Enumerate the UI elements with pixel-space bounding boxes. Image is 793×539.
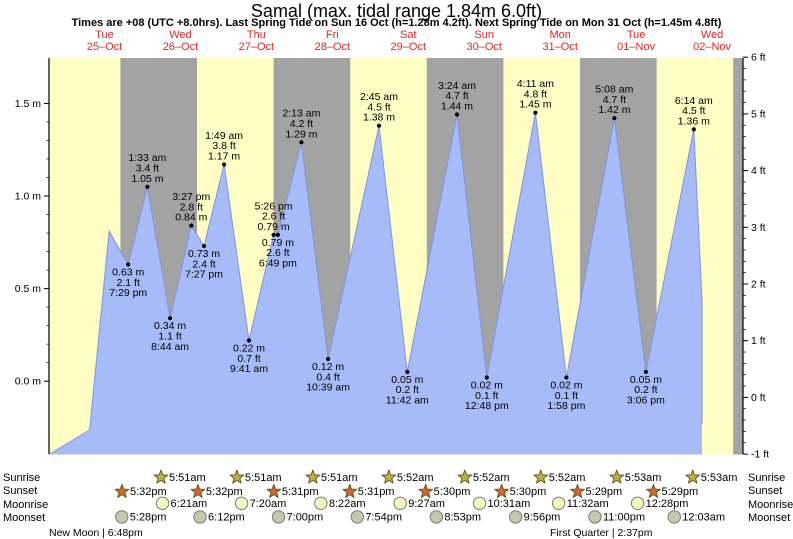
svg-text:1.17 m: 1.17 m: [208, 151, 240, 163]
svg-text:5:52am: 5:52am: [549, 472, 586, 484]
svg-text:1.44 m: 1.44 m: [441, 101, 473, 113]
svg-text:5:52am: 5:52am: [473, 472, 510, 484]
svg-text:5:51am: 5:51am: [245, 472, 282, 484]
svg-text:5:51am: 5:51am: [321, 472, 358, 484]
svg-text:5:51am: 5:51am: [169, 472, 206, 484]
svg-text:1.29 m: 1.29 m: [285, 128, 317, 140]
svg-text:8:22am: 8:22am: [329, 498, 366, 510]
svg-text:1 ft: 1 ft: [751, 335, 766, 347]
svg-text:7:20am: 7:20am: [250, 498, 287, 510]
svg-text:7:27 pm: 7:27 pm: [185, 269, 223, 281]
svg-text:11:32am: 11:32am: [567, 498, 609, 510]
svg-text:5:30pm: 5:30pm: [434, 486, 471, 498]
svg-text:6:12pm: 6:12pm: [208, 511, 245, 523]
svg-text:6:21am: 6:21am: [171, 498, 208, 510]
svg-text:4 ft: 4 ft: [751, 165, 766, 177]
svg-text:11:00pm: 11:00pm: [603, 511, 645, 523]
svg-text:5:32pm: 5:32pm: [130, 486, 167, 498]
svg-text:9:27am: 9:27am: [408, 498, 445, 510]
svg-text:12:03am: 12:03am: [682, 511, 725, 523]
svg-text:1.42 m: 1.42 m: [598, 104, 630, 116]
svg-text:1.45 m: 1.45 m: [519, 99, 551, 111]
svg-text:3:06 pm: 3:06 pm: [627, 395, 665, 407]
svg-text:5:32pm: 5:32pm: [206, 486, 243, 498]
svg-text:1.5 m: 1.5 m: [15, 98, 42, 110]
svg-text:0.5 m: 0.5 m: [15, 283, 42, 295]
svg-text:-1 ft: -1 ft: [751, 449, 769, 461]
svg-text:5:31pm: 5:31pm: [358, 486, 395, 498]
svg-text:5:28pm: 5:28pm: [130, 511, 167, 523]
svg-text:10:39 am: 10:39 am: [306, 382, 350, 394]
svg-text:6 ft: 6 ft: [751, 52, 766, 64]
svg-text:8:44 am: 8:44 am: [151, 341, 189, 353]
svg-text:0.79 m: 0.79 m: [258, 221, 290, 233]
svg-text:11:42 am: 11:42 am: [386, 395, 429, 407]
svg-text:5:30pm: 5:30pm: [510, 486, 547, 498]
svg-text:1.36 m: 1.36 m: [678, 115, 710, 127]
svg-text:12:48 pm: 12:48 pm: [465, 400, 509, 412]
svg-text:5:53am: 5:53am: [625, 472, 662, 484]
svg-text:2 ft: 2 ft: [751, 279, 766, 291]
svg-text:10:31am: 10:31am: [488, 498, 531, 510]
svg-text:9:56pm: 9:56pm: [524, 511, 561, 523]
svg-text:8:53pm: 8:53pm: [444, 511, 481, 523]
svg-text:7:54pm: 7:54pm: [365, 511, 402, 523]
svg-text:1.05 m: 1.05 m: [131, 173, 163, 185]
svg-text:6:49 pm: 6:49 pm: [259, 258, 297, 270]
svg-text:0.0 m: 0.0 m: [15, 376, 42, 388]
svg-text:3 ft: 3 ft: [751, 222, 766, 234]
svg-text:1:58 pm: 1:58 pm: [547, 400, 585, 412]
svg-text:1.0 m: 1.0 m: [15, 191, 42, 203]
svg-text:12:28pm: 12:28pm: [646, 498, 689, 510]
svg-text:0.84 m: 0.84 m: [175, 212, 207, 224]
svg-text:7:00pm: 7:00pm: [287, 511, 324, 523]
svg-text:9:41 am: 9:41 am: [230, 363, 268, 375]
svg-text:5:53am: 5:53am: [701, 472, 738, 484]
svg-text:0 ft: 0 ft: [751, 392, 766, 404]
svg-text:5:52am: 5:52am: [397, 472, 434, 484]
svg-text:5:29pm: 5:29pm: [661, 486, 698, 498]
svg-text:1.38 m: 1.38 m: [363, 112, 395, 124]
svg-text:5 ft: 5 ft: [751, 108, 766, 120]
svg-text:5:29pm: 5:29pm: [586, 486, 623, 498]
svg-text:7:29 pm: 7:29 pm: [109, 287, 147, 299]
svg-text:5:31pm: 5:31pm: [282, 486, 319, 498]
